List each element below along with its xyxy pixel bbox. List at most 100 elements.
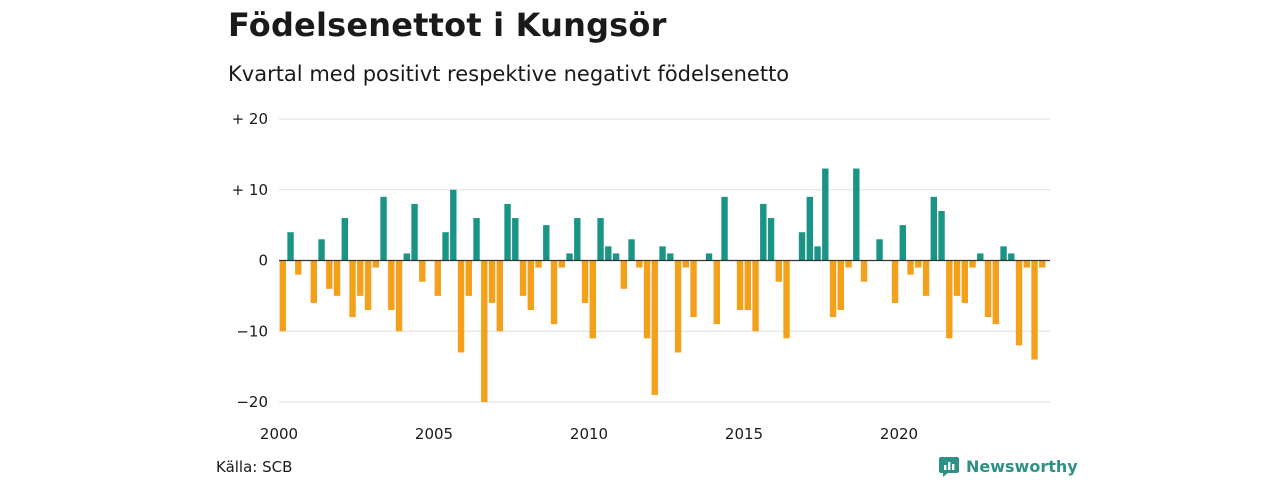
bar-negative: [907, 260, 914, 275]
bar-negative: [961, 260, 968, 303]
y-tick-label: −20: [236, 393, 268, 411]
bar-positive: [822, 168, 829, 261]
bar-negative: [845, 260, 852, 268]
bar-negative: [860, 260, 868, 282]
bar-negative: [357, 260, 364, 296]
bar-positive: [574, 218, 581, 261]
bar-negative: [589, 260, 596, 339]
chart-subtitle: Kvartal med positivt respektive negativt…: [228, 62, 790, 86]
bar-negative: [1031, 260, 1038, 360]
y-tick-label: 0: [258, 252, 268, 270]
bar-positive: [659, 246, 666, 261]
bar-positive: [721, 196, 728, 261]
bar-positive: [318, 239, 325, 261]
bar-negative: [891, 260, 899, 303]
bar-negative: [783, 260, 790, 339]
bar-positive: [760, 203, 767, 261]
bar-positive: [504, 203, 511, 261]
bar-negative: [527, 260, 534, 311]
x-tick-label: 2015: [725, 425, 763, 443]
bar-negative: [419, 260, 426, 282]
bar-negative: [992, 260, 999, 325]
bar-negative: [636, 260, 643, 268]
y-tick-label: + 10: [232, 181, 268, 199]
bar-negative: [643, 260, 651, 339]
bar-negative: [837, 260, 844, 311]
bar-negative: [620, 260, 627, 289]
bar-positive: [380, 196, 387, 261]
bar-negative: [310, 260, 317, 303]
bar-negative: [364, 260, 372, 311]
bar-negative: [349, 260, 356, 318]
bar-negative: [395, 260, 403, 332]
x-tick-label: 2010: [570, 425, 608, 443]
bar-negative: [690, 260, 697, 318]
bar-negative: [481, 260, 488, 402]
bar-positive: [705, 253, 713, 261]
source-note: Källa: SCB: [216, 458, 293, 476]
bar-negative: [775, 260, 782, 282]
bar-positive: [806, 196, 813, 261]
bar-negative: [279, 260, 286, 332]
bar-negative: [465, 260, 472, 296]
y-tick-label: + 20: [232, 110, 268, 128]
newsworthy-logo-icon: [939, 457, 959, 477]
bar-negative: [550, 260, 558, 325]
bar-positive: [899, 225, 906, 261]
bar-positive: [566, 253, 573, 261]
bar-positive: [1000, 246, 1007, 261]
bar-positive: [450, 189, 457, 261]
x-tick-label: 2000: [260, 425, 298, 443]
bar-negative: [488, 260, 496, 303]
bar-positive: [411, 203, 418, 261]
brand-name: Newsworthy: [966, 456, 1078, 476]
bar-negative: [736, 260, 744, 311]
bar-positive: [605, 246, 612, 261]
bar-positive: [403, 253, 410, 261]
bar-positive: [930, 196, 937, 261]
bar-negative: [581, 260, 589, 303]
bar-positive: [798, 232, 806, 261]
bar-negative: [496, 260, 503, 332]
bar-negative: [434, 260, 441, 296]
bar-positive: [341, 218, 348, 261]
bar-negative: [1039, 260, 1046, 268]
bar-negative: [388, 260, 395, 311]
bar-positive: [938, 210, 945, 261]
bar-negative: [535, 260, 542, 268]
bar-negative: [915, 260, 922, 268]
y-tick-label: −10: [236, 322, 268, 340]
bar-positive: [876, 239, 883, 261]
bar-positive: [612, 253, 620, 261]
bar-negative: [457, 260, 465, 353]
x-tick-label: 2005: [415, 425, 453, 443]
bar-negative: [519, 260, 527, 296]
bar-negative: [674, 260, 682, 353]
bar-positive: [628, 239, 635, 261]
bar-negative: [969, 260, 976, 268]
bar-negative: [1015, 260, 1023, 346]
bar-positive: [473, 218, 480, 261]
bar-negative: [372, 260, 379, 268]
chart-title: Födelsenettot i Kungsör: [228, 6, 667, 44]
bar-positive: [442, 232, 449, 261]
bar-negative: [295, 260, 302, 275]
bar-positive: [597, 218, 604, 261]
bar-negative: [558, 260, 565, 268]
bar-positive: [512, 218, 519, 261]
bar-negative: [651, 260, 658, 395]
bar-negative: [829, 260, 837, 318]
bar-negative: [333, 260, 341, 296]
bar-negative: [1023, 260, 1030, 268]
bar-negative: [682, 260, 689, 268]
bar-positive: [814, 246, 821, 261]
bar-positive: [1008, 253, 1015, 261]
brand-logo[interactable]: Newsworthy: [938, 455, 1078, 477]
bar-negative: [984, 260, 992, 318]
bar-negative: [713, 260, 720, 325]
bar-negative: [326, 260, 333, 289]
bar-negative: [744, 260, 751, 311]
bar-positive: [667, 253, 674, 261]
x-tick-label: 2020: [880, 425, 918, 443]
